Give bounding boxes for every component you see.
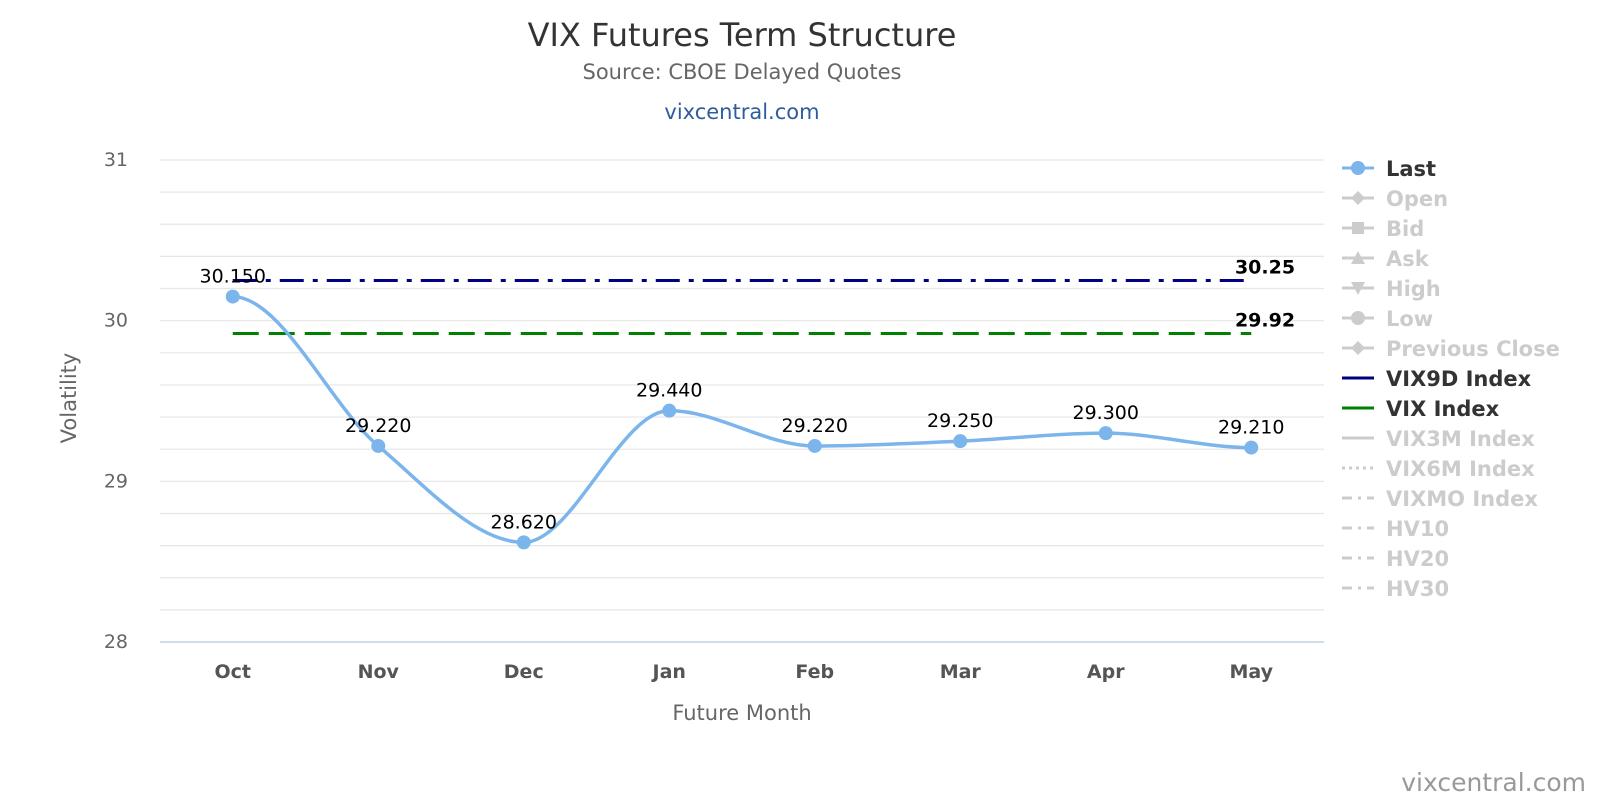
- legend-marker-diamond: [1351, 341, 1365, 355]
- legend-label: VIX6M Index: [1386, 457, 1535, 481]
- data-point-may[interactable]: [1244, 440, 1259, 455]
- x-tick-label: Mar: [940, 661, 982, 683]
- reference-value-label: 29.92: [1235, 310, 1295, 332]
- x-tick-label: Feb: [795, 661, 834, 683]
- y-tick-label: 31: [104, 149, 128, 171]
- x-tick-label: Apr: [1087, 661, 1125, 683]
- legend-label: High: [1386, 277, 1441, 301]
- legend-item-vix-index[interactable]: VIX Index: [1342, 397, 1500, 421]
- reference-value-label: 30.25: [1235, 257, 1295, 279]
- legend-label: Previous Close: [1386, 337, 1560, 361]
- credit-link[interactable]: vixcentral.com: [1401, 768, 1586, 797]
- legend-item-vixmo-index[interactable]: VIXMO Index: [1342, 487, 1538, 511]
- legend-item-hv10[interactable]: HV10: [1342, 517, 1449, 541]
- legend-label: HV30: [1386, 577, 1449, 601]
- legend-label: Last: [1386, 157, 1436, 181]
- y-axis-title: Volatility: [57, 353, 81, 444]
- data-label: 29.210: [1218, 417, 1284, 439]
- legend-item-open[interactable]: Open: [1342, 187, 1448, 211]
- legend-marker-triangle-down: [1351, 282, 1365, 295]
- legend-item-vix9d-index[interactable]: VIX9D Index: [1342, 367, 1532, 391]
- data-point-feb[interactable]: [807, 438, 822, 453]
- data-point-dec[interactable]: [516, 535, 531, 550]
- legend-item-high[interactable]: High: [1342, 277, 1441, 301]
- data-label: 29.440: [636, 380, 702, 402]
- x-tick-label: May: [1229, 661, 1273, 683]
- data-point-apr[interactable]: [1098, 426, 1113, 441]
- data-label: 29.250: [927, 410, 993, 432]
- legend-marker-diamond: [1351, 191, 1365, 205]
- data-label: 28.620: [491, 511, 557, 533]
- data-label: 29.220: [782, 415, 848, 437]
- x-axis-ticks: Oct Nov Dec Jan Feb Mar Apr May: [215, 661, 1274, 683]
- data-point-nov[interactable]: [371, 438, 386, 453]
- data-point-mar[interactable]: [953, 434, 968, 449]
- legend-item-previous-close[interactable]: Previous Close: [1342, 337, 1560, 361]
- legend-label: VIX3M Index: [1386, 427, 1535, 451]
- legend-item-hv30[interactable]: HV30: [1342, 577, 1449, 601]
- data-label: 29.220: [345, 415, 411, 437]
- x-tick-label: Nov: [358, 661, 400, 683]
- chart-subtitle: Source: CBOE Delayed Quotes: [583, 60, 902, 84]
- legend-item-low[interactable]: Low: [1342, 307, 1433, 331]
- x-axis-title: Future Month: [672, 701, 811, 725]
- chart-title: VIX Futures Term Structure: [528, 16, 957, 54]
- legend-marker-triangle: [1351, 251, 1365, 264]
- legend-item-bid[interactable]: Bid: [1342, 217, 1424, 241]
- legend-marker-circle: [1351, 161, 1365, 175]
- legend-label: HV20: [1386, 547, 1449, 571]
- x-tick-label: Dec: [504, 661, 544, 683]
- x-tick-label: Jan: [651, 661, 686, 683]
- legend-item-hv20[interactable]: HV20: [1342, 547, 1449, 571]
- data-label: 29.300: [1073, 402, 1139, 424]
- legend-label: VIX Index: [1386, 397, 1500, 421]
- legend: Last Open Bid Ask High Low Previous Close VIX9D…: [1342, 157, 1560, 601]
- x-tick-label: Oct: [215, 661, 252, 683]
- legend-item-last[interactable]: Last: [1342, 157, 1436, 181]
- legend-label: Ask: [1386, 247, 1430, 271]
- data-point-oct[interactable]: [225, 289, 240, 304]
- data-labels: 30.150 29.220 28.620 29.440 29.220 29.250 29.3…: [200, 266, 1285, 534]
- legend-label: VIXMO Index: [1386, 487, 1538, 511]
- legend-label: HV10: [1386, 517, 1449, 541]
- y-tick-label: 28: [104, 631, 128, 653]
- data-point-jan[interactable]: [662, 403, 677, 418]
- grid-lines: [160, 159, 1324, 643]
- y-axis-ticks: 28 29 30 31: [104, 149, 128, 653]
- series-last: [225, 289, 1259, 550]
- legend-label: Low: [1386, 307, 1433, 331]
- legend-item-ask[interactable]: Ask: [1342, 247, 1430, 271]
- legend-item-vix6m-index[interactable]: VIX6M Index: [1342, 457, 1535, 481]
- source-link[interactable]: vixcentral.com: [664, 100, 819, 124]
- legend-label: Bid: [1386, 217, 1424, 241]
- legend-marker-circle: [1351, 311, 1365, 325]
- y-tick-label: 29: [104, 470, 128, 492]
- reference-lines: 30.25 29.92: [232, 257, 1295, 336]
- legend-label: VIX9D Index: [1386, 367, 1532, 391]
- y-tick-label: 30: [104, 310, 128, 332]
- data-label: 30.150: [200, 266, 266, 288]
- legend-marker-square: [1352, 222, 1364, 234]
- legend-item-vix3m-index[interactable]: VIX3M Index: [1342, 427, 1535, 451]
- legend-label: Open: [1386, 187, 1448, 211]
